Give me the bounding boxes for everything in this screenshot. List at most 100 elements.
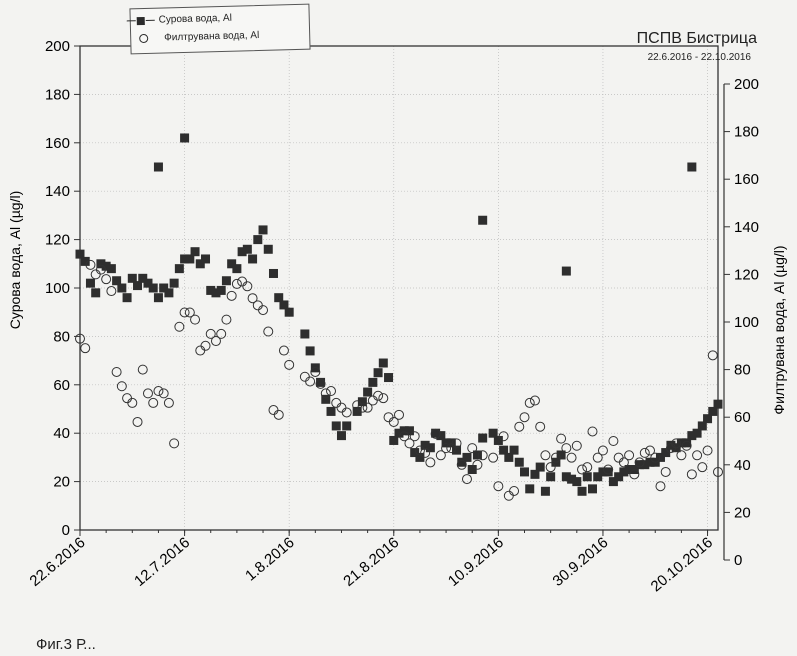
raw-water-point [201, 254, 211, 264]
raw-water-point [697, 421, 707, 431]
filtered-water-point [95, 264, 106, 275]
filtered-water-point [608, 436, 619, 446]
filtered-water-point [519, 412, 530, 423]
filtered-water-point [205, 328, 216, 339]
filtered-water-point [80, 343, 91, 354]
raw-water-point [478, 433, 488, 443]
filtered-water-point [613, 452, 624, 463]
raw-water-point [561, 472, 571, 482]
filtered-water-point [284, 359, 295, 370]
filtered-water-point [75, 333, 85, 344]
filtered-water-point [378, 393, 389, 404]
grid [79, 46, 718, 530]
open-circle-marker-icon [139, 33, 149, 44]
x-tick-label: 12.7.2016 [131, 534, 193, 590]
filtered-water-point [655, 481, 666, 492]
filtered-water-point [237, 276, 248, 287]
raw-water-point [431, 428, 441, 438]
raw-water-point [708, 406, 718, 416]
raw-water-point [619, 467, 629, 477]
filtered-water-point [639, 447, 650, 458]
raw-water-point [133, 281, 143, 291]
raw-water-point [394, 428, 404, 438]
raw-water-point [692, 428, 702, 438]
raw-water-point [645, 457, 655, 467]
filtered-water-point [430, 428, 441, 439]
raw-water-point [316, 377, 326, 387]
raw-water-point [305, 346, 315, 356]
raw-water-point [352, 406, 362, 416]
raw-water-point [85, 278, 95, 288]
y-tick-label: 40 [53, 425, 70, 442]
filtered-water-point [210, 336, 221, 347]
raw-water-point [248, 254, 258, 264]
y2-tick-label: 80 [734, 362, 751, 379]
raw-water-point [195, 259, 205, 269]
raw-water-point [216, 285, 226, 295]
filtered-water-point [634, 457, 645, 468]
raw-water-point [703, 414, 713, 424]
y2-tick-label: 140 [734, 219, 759, 236]
raw-water-point [504, 452, 514, 462]
filtered-water-point [190, 314, 201, 325]
filtered-water-point [451, 438, 462, 449]
raw-water-point [321, 394, 331, 404]
raw-water-point [556, 450, 566, 460]
filtered-water-point [116, 381, 127, 392]
filtered-water-point [258, 305, 269, 316]
y-tick-label: 200 [45, 38, 70, 55]
raw-water-point [713, 399, 723, 409]
filtered-water-point [352, 400, 363, 411]
filtered-water-point [158, 388, 169, 399]
filtered-water-point [341, 407, 352, 418]
filtered-water-point [195, 345, 206, 356]
filtered-water-point [686, 469, 697, 480]
filtered-water-point [221, 314, 232, 325]
filtered-water-point [174, 321, 185, 332]
filtered-water-point [582, 462, 593, 473]
raw-water-point [546, 472, 556, 482]
filtered-water-point [409, 431, 420, 442]
filtered-water-point [231, 278, 242, 289]
filtered-water-point [226, 290, 237, 301]
raw-water-point [148, 283, 158, 293]
raw-water-point [493, 435, 503, 445]
filtered-water-point [163, 397, 174, 408]
filled-square-marker-icon [136, 16, 145, 25]
filtered-water-point [524, 397, 535, 408]
y-tick-label: 60 [53, 377, 70, 394]
legend: Сурова вода, Al Филтрувана вода, Al [129, 3, 311, 55]
filtered-water-point [90, 269, 101, 280]
filtered-water-point [456, 459, 467, 470]
raw-water-point [404, 426, 414, 436]
y-tick-label: 140 [45, 183, 70, 200]
figure-caption: Фиг.3 Р... [36, 636, 96, 653]
filtered-water-point [571, 440, 582, 451]
legend-item-raw: Сурова вода, Al [136, 13, 232, 26]
raw-water-point [331, 421, 341, 431]
filtered-water-point [488, 452, 499, 463]
filtered-water-point [514, 421, 525, 432]
raw-water-point [80, 256, 90, 266]
raw-water-point [101, 261, 111, 271]
filtered-water-point [85, 259, 96, 270]
raw-water-point [326, 406, 336, 416]
filtered-water-point [467, 443, 478, 454]
filtered-water-point [645, 445, 656, 456]
raw-water-point [614, 472, 624, 482]
y-axis-left-label: Сурова вода, Al (µg/l) [7, 191, 23, 330]
filtered-water-point [477, 450, 488, 461]
raw-water-point [520, 467, 530, 477]
raw-water-point [237, 247, 247, 257]
x-tick-label: 10.9.2016 [445, 534, 507, 590]
filtered-water-point [529, 395, 540, 406]
raw-water-point [357, 397, 367, 407]
filtered-water-point [362, 402, 373, 413]
raw-water-point [661, 448, 671, 458]
raw-water-point [572, 477, 582, 487]
raw-water-point [180, 254, 190, 264]
y-tick-label: 0 [62, 522, 70, 539]
raw-water-point [112, 276, 122, 286]
filtered-water-point [671, 438, 682, 449]
